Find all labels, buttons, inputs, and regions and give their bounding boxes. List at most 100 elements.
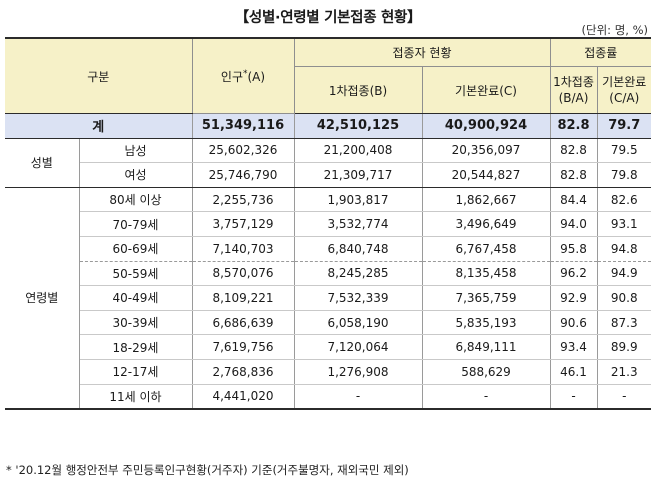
cell-population: 4,441,020 — [191, 384, 295, 410]
cell-first-rate: 94.0 — [549, 211, 598, 237]
cell-complete: 6,767,458 — [421, 236, 551, 262]
cell-complete: 588,629 — [421, 359, 551, 385]
cell-first-rate: 96.2 — [549, 261, 598, 287]
cell-complete-rate: 82.6 — [596, 187, 652, 213]
cell-first: - — [293, 384, 423, 410]
cell-complete-rate: - — [596, 384, 652, 410]
table-row: 연령별 80세 이상 2,255,736 1,903,817 1,862,667… — [5, 187, 652, 410]
header-rate-group: 접종률 — [549, 37, 652, 67]
cell-complete: 1,862,667 — [421, 187, 551, 213]
cell-complete-rate: 89.9 — [596, 334, 652, 360]
header-complete-rate-code: (C/A) — [609, 91, 640, 105]
header-complete: 기본완료(C) — [421, 66, 551, 114]
table-row: 여성 25,746,790 21,309,717 20,544,827 82.8… — [5, 162, 652, 188]
page-title: 【성별·연령별 기본접종 현황】 — [234, 10, 422, 26]
table-row: 70-79세 3,757,129 3,532,774 3,496,649 94.… — [5, 211, 652, 237]
total-first: 42,510,125 — [293, 113, 423, 139]
cell-complete-rate: 79.8 — [596, 162, 652, 188]
cell-complete: 8,135,458 — [421, 261, 551, 287]
cell-population: 8,109,221 — [191, 285, 295, 311]
group-label-sex: 성별 — [5, 138, 80, 188]
header-complete-rate-label: 기본완료 — [602, 75, 647, 89]
cell-first-rate: - — [549, 384, 598, 410]
row-label: 40-49세 — [79, 285, 193, 311]
header-first-rate: 1차접종 (B/A) — [549, 66, 598, 114]
header-complete-rate: 기본완료 (C/A) — [596, 66, 652, 114]
cell-complete: 20,356,097 — [421, 138, 551, 164]
cell-population: 7,140,703 — [191, 236, 295, 262]
header-population-star: * — [243, 68, 248, 79]
row-label: 80세 이상 — [78, 187, 193, 213]
header-status-group: 접종자 현황 — [293, 37, 551, 67]
cell-first: 6,840,748 — [293, 236, 423, 262]
row-label: 70-79세 — [79, 211, 193, 237]
cell-complete: 20,544,827 — [421, 162, 551, 188]
header-first-rate-code: (B/A) — [558, 91, 589, 105]
header-population: 인구*(A) — [191, 37, 295, 114]
row-label: 여성 — [79, 162, 193, 188]
table-row: 50-59세 8,570,076 8,245,285 8,135,458 96.… — [5, 261, 652, 287]
row-label: 30-39세 — [79, 310, 193, 336]
cell-population: 7,619,756 — [191, 334, 295, 360]
total-population: 51,349,116 — [191, 113, 295, 139]
cell-complete: 7,365,759 — [421, 285, 551, 311]
cell-population: 6,686,639 — [191, 310, 295, 336]
table-row: 성별 남성 25,602,326 21,200,408 20,356,097 8… — [5, 138, 652, 188]
row-label: 11세 이하 — [79, 384, 193, 410]
cell-first-rate: 84.4 — [549, 187, 598, 213]
cell-population: 25,602,326 — [191, 138, 295, 164]
cell-complete: 6,849,111 — [421, 334, 551, 360]
cell-first: 8,245,285 — [293, 261, 423, 287]
footnote: * '20.12월 행정안전부 주민등록인구현황(거주자) 기준(거주불명자, … — [6, 463, 409, 477]
cell-complete-rate: 93.1 — [596, 211, 652, 237]
cell-complete: - — [421, 384, 551, 410]
cell-first-rate: 93.4 — [549, 334, 598, 360]
table-row: 40-49세 8,109,221 7,532,339 7,365,759 92.… — [5, 285, 652, 311]
cell-first-rate: 90.6 — [549, 310, 598, 336]
cell-first: 21,200,408 — [293, 138, 423, 164]
cell-first: 3,532,774 — [293, 211, 423, 237]
cell-population: 3,757,129 — [191, 211, 295, 237]
row-label: 60-69세 — [79, 236, 193, 262]
cell-first: 1,903,817 — [293, 187, 423, 213]
cell-population: 2,768,836 — [191, 359, 295, 385]
table-row: 18-29세 7,619,756 7,120,064 6,849,111 93.… — [5, 334, 652, 360]
cell-complete: 5,835,193 — [421, 310, 551, 336]
cell-population: 8,570,076 — [191, 261, 295, 287]
cell-first: 21,309,717 — [293, 162, 423, 188]
cell-complete-rate: 87.3 — [596, 310, 652, 336]
cell-first-rate: 82.8 — [549, 138, 598, 164]
total-complete: 40,900,924 — [421, 113, 551, 139]
cell-complete-rate: 90.8 — [596, 285, 652, 311]
cell-complete-rate: 94.9 — [596, 261, 652, 287]
cell-first-rate: 92.9 — [549, 285, 598, 311]
cell-first: 7,120,064 — [293, 334, 423, 360]
group-label-age: 연령별 — [5, 187, 80, 410]
cell-complete: 3,496,649 — [421, 211, 551, 237]
cell-first-rate: 95.8 — [549, 236, 598, 262]
cell-complete-rate: 79.5 — [596, 138, 652, 164]
table-header: 구분 인구*(A) 접종자 현황 접종률 1차접종(B) 기본완료(C) 1차접… — [5, 37, 652, 114]
total-label: 계 — [5, 113, 193, 139]
header-population-label: 인구 — [220, 69, 243, 84]
row-label: 18-29세 — [79, 334, 193, 360]
table-row: 30-39세 6,686,639 6,058,190 5,835,193 90.… — [5, 310, 652, 336]
cell-first-rate: 82.8 — [549, 162, 598, 188]
cell-first: 1,276,908 — [293, 359, 423, 385]
row-label: 12-17세 — [79, 359, 193, 385]
cell-population: 25,746,790 — [191, 162, 295, 188]
total-row: 계 51,349,116 42,510,125 40,900,924 82.8 … — [5, 113, 652, 139]
cell-complete-rate: 21.3 — [596, 359, 652, 385]
table-row: 60-69세 7,140,703 6,840,748 6,767,458 95.… — [5, 236, 652, 262]
header-first-dose: 1차접종(B) — [294, 66, 423, 114]
table-row: 11세 이하 4,441,020 - - - - — [5, 384, 652, 410]
cell-complete-rate: 94.8 — [596, 236, 652, 262]
total-complete-rate: 79.7 — [596, 113, 652, 139]
cell-first-rate: 46.1 — [549, 359, 598, 385]
cell-first: 6,058,190 — [293, 310, 423, 336]
cell-population: 2,255,736 — [191, 187, 295, 213]
vaccination-table: 구분 인구*(A) 접종자 현황 접종률 1차접종(B) 기본완료(C) 1차접… — [5, 37, 652, 410]
row-label: 50-59세 — [79, 261, 193, 287]
header-gubun: 구분 — [5, 37, 193, 114]
unit-note: (단위: 명, %) — [581, 23, 648, 37]
